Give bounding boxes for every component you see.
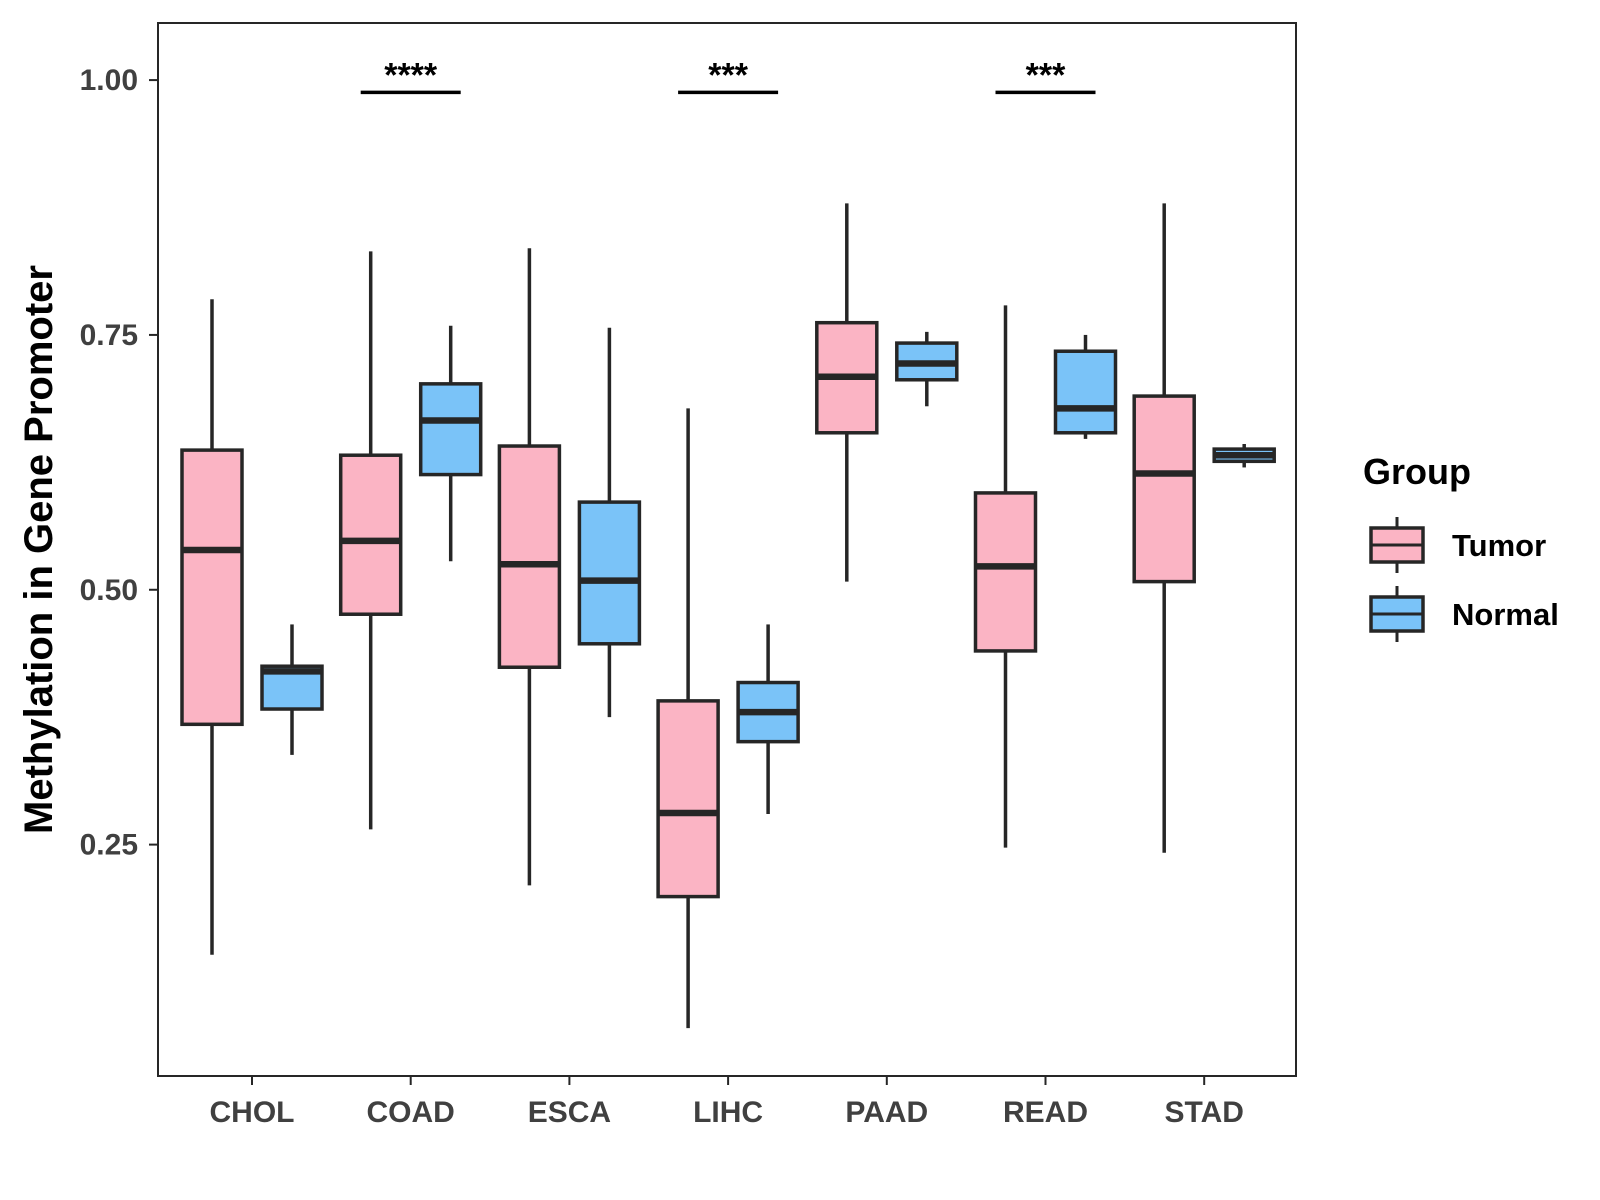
y-tick-label: 0.25 <box>80 829 138 862</box>
box-normal-esca <box>577 327 642 718</box>
box-normal-stad <box>1212 443 1276 468</box>
y-tick-label: 0.75 <box>80 319 138 352</box>
box-normal-coad <box>418 325 483 562</box>
box-body-normal-esca <box>577 500 642 646</box>
sig-label-lihc: *** <box>708 56 748 94</box>
boxes-layer <box>180 203 1276 1029</box>
box-tumor-chol <box>180 299 244 955</box>
box-body-normal-read <box>1053 349 1118 435</box>
box-body-tumor-coad <box>338 453 403 616</box>
legend-label-normal: Normal <box>1452 597 1559 632</box>
x-tick-label-lihc: LIHC <box>693 1096 763 1129</box>
box-tumor-coad <box>338 251 403 830</box>
box-body-tumor-esca <box>497 444 562 669</box>
legend-item-tumor: Tumor <box>1369 517 1546 573</box>
box-tumor-paad <box>815 203 879 582</box>
box-tumor-read <box>973 305 1038 848</box>
x-tick-label-paad: PAAD <box>845 1096 928 1129</box>
box-normal-chol <box>260 624 324 755</box>
y-tick-label: 1.00 <box>80 64 138 97</box>
box-body-tumor-lihc <box>656 699 720 899</box>
x-tick-label-stad: STAD <box>1164 1096 1243 1129</box>
y-axis: 0.25 0.50 0.75 1.00 <box>80 64 158 862</box>
box-normal-paad <box>895 331 959 407</box>
y-axis-title: Methylation in Gene Promoter <box>17 265 61 834</box>
sig-label-read: *** <box>1026 56 1066 94</box>
box-normal-read <box>1053 334 1118 439</box>
x-tick-label-coad: COAD <box>367 1096 455 1129</box>
box-tumor-lihc <box>656 408 720 1029</box>
legend-label-tumor: Tumor <box>1452 528 1546 563</box>
box-tumor-stad <box>1132 203 1196 853</box>
legend-item-normal: Normal <box>1369 586 1559 642</box>
x-tick-label-esca: ESCA <box>528 1096 611 1129</box>
legend-items: Tumor Normal <box>1369 517 1559 642</box>
x-axis: CHOL COAD ESCA LIHC PAAD READ STAD <box>210 1076 1244 1129</box>
significance-annotations: **** *** *** <box>360 56 1096 94</box>
box-body-tumor-chol <box>180 448 244 727</box>
plot-panel-border <box>157 22 1297 1077</box>
y-tick-label: 0.50 <box>80 574 138 607</box>
box-body-tumor-stad <box>1132 394 1196 584</box>
sig-label-coad: **** <box>384 56 438 94</box>
box-body-normal-coad <box>418 382 483 477</box>
box-normal-lihc <box>736 624 800 815</box>
box-body-tumor-read <box>973 491 1038 653</box>
box-tumor-esca <box>497 248 562 886</box>
x-tick-label-read: READ <box>1003 1096 1088 1129</box>
legend: Group Tumor Normal <box>1363 451 1559 642</box>
legend-title: Group <box>1363 451 1471 492</box>
x-tick-label-chol: CHOL <box>210 1096 295 1129</box>
